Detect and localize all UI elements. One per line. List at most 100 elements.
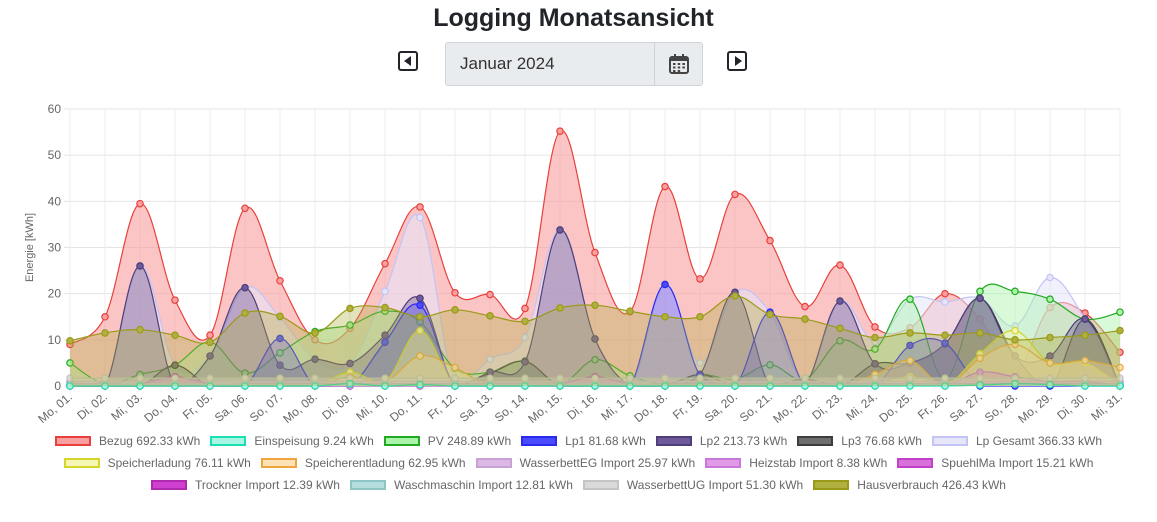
- legend-item-hausverbrauch[interactable]: Hausverbrauch 426.43 kWh: [813, 478, 1006, 492]
- next-month-button[interactable]: [727, 51, 747, 71]
- calendar-icon: [668, 54, 689, 74]
- x-tick-label: So, 14.: [492, 390, 530, 425]
- chart-legend: Bezug 692.33 kWh Einspeisung 9.24 kWh PV 2…: [0, 430, 1157, 496]
- month-input[interactable]: Januar 2024: [446, 43, 655, 85]
- month-picker[interactable]: Januar 2024: [445, 42, 703, 86]
- data-point-bezug: [591, 248, 599, 257]
- legend-swatch: [260, 458, 297, 468]
- data-point-lp1: [381, 338, 389, 346]
- data-point-wasserbettug-import: [766, 374, 774, 382]
- legend-item-wasserbetteg-import[interactable]: WasserbettEG Import 25.97 kWh: [475, 456, 695, 470]
- data-point-speicherentladung: [976, 354, 984, 363]
- legend-item-wasserbettug-import[interactable]: WasserbettUG Import 51.30 kWh: [582, 478, 803, 492]
- data-point-einspeisung: [591, 382, 599, 390]
- data-point-hausverbrauch: [906, 329, 914, 337]
- data-point-einspeisung: [381, 382, 389, 390]
- y-tick-label: 20: [48, 287, 62, 301]
- data-point-lp2: [416, 294, 424, 303]
- legend-label: Waschmaschin Import 12.81 kWh: [393, 478, 573, 492]
- legend-item-lp2[interactable]: Lp2 213.73 kWh: [655, 434, 787, 448]
- data-point-hausverbrauch: [486, 312, 494, 320]
- data-point-pv: [836, 336, 844, 345]
- data-point-wasserbettug-import: [241, 374, 249, 382]
- data-point-einspeisung: [1011, 379, 1019, 388]
- data-point-pv: [906, 295, 914, 304]
- legend-item-lp3[interactable]: Lp3 76.68 kWh: [797, 434, 922, 448]
- energy-chart: 0 10 20 30 40 50 60 Mo, 01. Di, 02.Mi, 03.Do, 04…: [24, 102, 1125, 426]
- data-point-hausverbrauch: [1081, 331, 1089, 340]
- legend-item-speicherladung[interactable]: Speicherladung 76.11 kWh: [63, 456, 251, 470]
- y-tick-label: 0: [54, 379, 61, 393]
- x-tick-label: Do, 18.: [631, 390, 670, 426]
- data-point-lp-gesamt: [941, 298, 949, 306]
- x-tick-label: So, 07.: [247, 390, 285, 425]
- legend-item-bezug[interactable]: Bezug 692.33 kWh: [54, 434, 201, 448]
- x-tick-label: Mi, 24.: [843, 390, 880, 424]
- data-point-einspeisung: [171, 382, 179, 390]
- legend-label: Einspeisung 9.24 kWh: [254, 434, 374, 448]
- data-point-einspeisung: [346, 379, 354, 388]
- legend-item-speicherentladung[interactable]: Speicherentladung 62.95 kWh: [260, 456, 466, 470]
- data-point-wasserbettug-import: [836, 374, 844, 382]
- data-point-hausverbrauch: [661, 312, 669, 321]
- legend-item-trockner-import[interactable]: Trockner Import 12.39 kWh: [151, 478, 340, 492]
- data-point-lp2: [591, 335, 599, 343]
- data-point-hausverbrauch: [871, 333, 879, 342]
- legend-item-lp-gesamt[interactable]: Lp Gesamt 366.33 kWh: [931, 434, 1102, 448]
- legend-item-lp1[interactable]: Lp1 81.68 kWh: [521, 434, 646, 448]
- data-point-bezug: [556, 127, 564, 135]
- data-point-lp2: [241, 283, 249, 292]
- data-point-lp-gesamt: [416, 213, 424, 222]
- data-point-einspeisung: [276, 382, 284, 390]
- legend-item-spuehlma-import[interactable]: SpuehlMa Import 15.21 kWh: [897, 456, 1093, 470]
- data-point-einspeisung: [451, 382, 459, 390]
- data-point-hausverbrauch: [1116, 326, 1124, 335]
- x-tick-label: Do, 04.: [141, 390, 180, 426]
- page-title: Logging Monatsansicht: [433, 4, 714, 32]
- previous-month-button[interactable]: [398, 51, 418, 71]
- data-point-hausverbrauch: [696, 312, 704, 321]
- legend-item-heizstab-import[interactable]: Heizstab Import 8.38 kWh: [705, 456, 887, 470]
- legend-swatch: [797, 436, 834, 446]
- legend-label: Trockner Import 12.39 kWh: [195, 478, 340, 492]
- legend-row: Bezug 692.33 kWh Einspeisung 9.24 kWh PV 2…: [0, 430, 1157, 452]
- data-point-lp-gesamt: [696, 359, 704, 367]
- data-point-einspeisung: [766, 382, 774, 390]
- y-tick-label: 40: [48, 194, 62, 208]
- data-point-einspeisung: [521, 382, 529, 390]
- data-point-einspeisung: [66, 382, 74, 390]
- data-point-wasserbettug-import: [626, 374, 634, 382]
- legend-swatch: [655, 436, 692, 446]
- data-point-bezug: [486, 290, 494, 299]
- data-point-wasserbettug-import: [731, 374, 739, 382]
- calendar-button[interactable]: [655, 43, 702, 85]
- series-area-wasserbettug-import: [70, 378, 1120, 386]
- legend-item-waschmaschin-import[interactable]: Waschmaschin Import 12.81 kWh: [349, 478, 573, 492]
- data-point-speicherentladung: [1046, 359, 1054, 367]
- legend-label: Lp1 81.68 kWh: [565, 434, 646, 448]
- data-point-einspeisung: [906, 382, 914, 390]
- data-point-hausverbrauch: [171, 331, 179, 340]
- data-point-lp2: [1081, 315, 1089, 323]
- data-point-lp2: [556, 226, 564, 234]
- legend-label: Speicherladung 76.11 kWh: [107, 456, 251, 470]
- data-point-hausverbrauch: [521, 317, 529, 326]
- legend-item-einspeisung[interactable]: Einspeisung 9.24 kWh: [210, 434, 374, 448]
- legend-label: Bezug 692.33 kWh: [98, 434, 201, 448]
- data-point-wasserbettug-import: [311, 374, 319, 382]
- data-point-lp1: [276, 334, 284, 343]
- data-point-bezug: [801, 302, 809, 311]
- data-point-lp1: [941, 339, 949, 347]
- data-point-wasserbettug-import: [1081, 374, 1089, 382]
- data-point-einspeisung: [311, 382, 319, 390]
- data-point-lp2: [976, 294, 984, 303]
- legend-swatch: [897, 458, 934, 468]
- data-point-einspeisung: [486, 382, 494, 390]
- data-point-bezug: [206, 331, 214, 340]
- x-tick-label: Di, 02.: [74, 390, 110, 423]
- data-point-lp2: [346, 359, 354, 368]
- legend-item-pv[interactable]: PV 248.89 kWh: [383, 434, 511, 448]
- data-point-wasserbettug-import: [276, 374, 284, 382]
- x-tick-label: Mo, 22.: [770, 390, 810, 426]
- data-point-hausverbrauch: [766, 310, 774, 319]
